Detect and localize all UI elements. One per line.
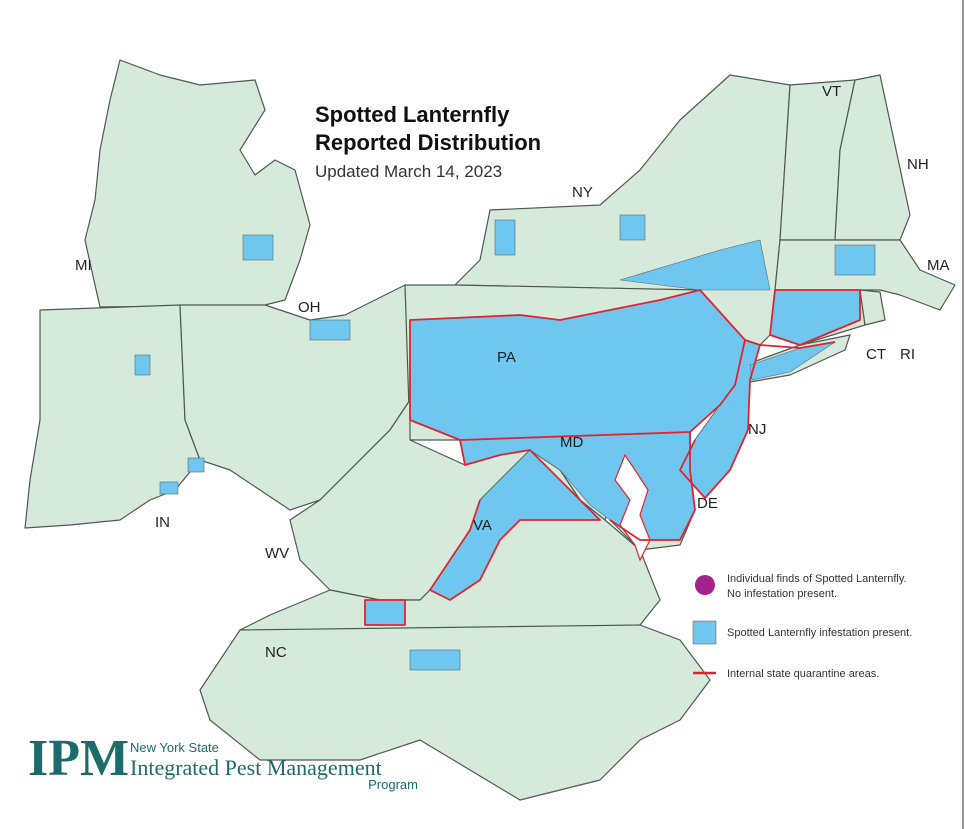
legend-label: No infestation present.: [727, 588, 837, 600]
legend-label: Internal state quarantine areas.: [727, 668, 879, 680]
logo-mark: IPM: [28, 730, 129, 787]
state-label: NH: [907, 156, 929, 173]
state-label: VA: [473, 517, 492, 534]
state-label: CT: [866, 346, 886, 363]
legend-swatch-finds: [695, 575, 715, 595]
chesapeake-bay: [614, 453, 651, 562]
quarantine-pa: [409, 289, 746, 441]
quarantine-ny: [759, 341, 836, 349]
infestation-li: [749, 341, 836, 381]
legend: Individual finds of Spotted Lanternfly. …: [692, 573, 912, 680]
quarantine-ct: [769, 289, 861, 346]
infestation-mi: [242, 234, 274, 261]
title-line: Spotted Lanternfly: [315, 102, 510, 127]
state-label: IN: [155, 514, 170, 531]
logo-line: Program: [368, 777, 418, 792]
state-label: PA: [497, 349, 516, 366]
state-label: OH: [298, 299, 321, 316]
state-label: MA: [927, 257, 950, 274]
state-label: VT: [822, 83, 841, 100]
state-label: RI: [900, 346, 915, 363]
legend-label: Spotted Lanternfly infestation present.: [727, 627, 912, 639]
state-label: MI: [75, 257, 92, 274]
infestation-oh: [309, 319, 351, 341]
quarantine-va-south: [364, 599, 406, 626]
state-label: WV: [265, 545, 289, 562]
title-line: Reported Distribution: [315, 130, 541, 155]
legend-label: Individual finds of Spotted Lanternfly.: [727, 573, 907, 585]
subtitle: Updated March 14, 2023: [315, 162, 502, 181]
infestation-ma: [834, 244, 876, 276]
state-labels: MI OH IN WV NC VA MD DE NJ PA NY VT NH M…: [75, 83, 950, 661]
infestation-ny-central: [619, 214, 646, 241]
rhode-island: [859, 289, 886, 326]
legend-swatch-infestation: [692, 620, 717, 645]
state-label: MD: [560, 434, 583, 451]
infestation-nc: [409, 649, 461, 671]
quarantine-de: [609, 432, 696, 541]
state-label: DE: [697, 495, 718, 512]
logo-line: Integrated Pest Management: [130, 755, 382, 780]
infestation-va-south: [364, 599, 406, 626]
infestation-ny-west: [494, 219, 516, 256]
quarantine-nj: [679, 339, 761, 499]
state-label: NY: [572, 184, 593, 201]
logo: IPM New York State Integrated Pest Manag…: [28, 730, 418, 792]
state-label: NC: [265, 644, 287, 661]
north-carolina: [199, 624, 711, 801]
quarantine-md: [429, 439, 601, 601]
infestation-in-south: [159, 481, 179, 495]
quarantine-lines: [364, 289, 861, 626]
state-label: NJ: [748, 421, 766, 438]
logo-line: New York State: [130, 740, 219, 755]
infestation-oh-south: [187, 457, 205, 473]
infestation-in: [134, 354, 151, 376]
